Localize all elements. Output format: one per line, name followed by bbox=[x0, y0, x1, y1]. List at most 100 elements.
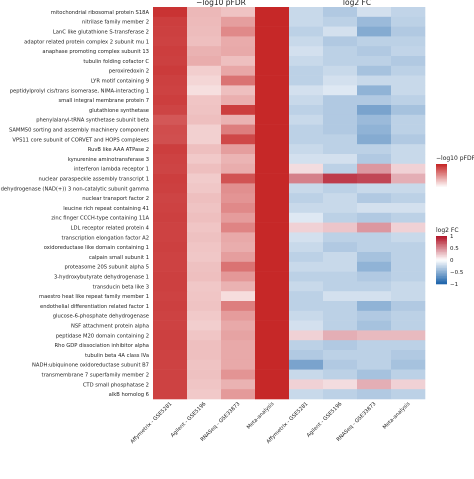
heatmap-cell bbox=[255, 65, 290, 76]
heatmap-cell bbox=[221, 291, 256, 302]
heatmap-cell bbox=[187, 173, 222, 184]
row-label: maestro heat like repeat family member 1 bbox=[39, 294, 149, 300]
heatmap-cell bbox=[357, 144, 392, 155]
heatmap-cell bbox=[289, 36, 324, 47]
heatmap-cell bbox=[255, 232, 290, 243]
heatmap-cell bbox=[289, 301, 324, 312]
heatmap-cell bbox=[391, 134, 426, 145]
heatmap-cell bbox=[357, 281, 392, 292]
heatmap-cell bbox=[391, 320, 426, 331]
heatmap-cell bbox=[391, 163, 426, 174]
heatmap-cell bbox=[357, 310, 392, 321]
heatmap-cell bbox=[153, 369, 188, 380]
legend-color-step bbox=[436, 280, 447, 283]
legend-color-step bbox=[436, 171, 447, 173]
heatmap-cell bbox=[357, 173, 392, 184]
row-label: Rho GDP dissociation inhibitor alpha bbox=[55, 343, 149, 349]
row-label: peptidylprolyl cis/trans isomerase, NIMA… bbox=[10, 88, 149, 94]
heatmap-cell bbox=[153, 144, 188, 155]
heatmap-cell bbox=[357, 114, 392, 125]
heatmap-cell bbox=[255, 16, 290, 27]
heatmap-cell bbox=[187, 291, 222, 302]
legend-color-step bbox=[436, 250, 447, 253]
heatmap-cell bbox=[323, 320, 358, 331]
heatmap-cell bbox=[289, 281, 324, 292]
heatmap-cell bbox=[323, 271, 358, 282]
row-label: VPS11 core subunit of CORVET and HOPS co… bbox=[12, 137, 149, 143]
heatmap-cell bbox=[221, 320, 256, 331]
heatmap-cell bbox=[153, 7, 188, 18]
heatmap-cell bbox=[153, 389, 188, 400]
heatmap-cell bbox=[221, 105, 256, 116]
heatmap-cell bbox=[187, 193, 222, 204]
heatmap-cell bbox=[221, 203, 256, 214]
heatmap-cell bbox=[187, 124, 222, 135]
heatmap-cell bbox=[391, 7, 426, 18]
heatmap-cell bbox=[391, 310, 426, 321]
heatmap-cell bbox=[391, 350, 426, 361]
legend-color-step bbox=[436, 279, 447, 282]
heatmap-cell bbox=[357, 124, 392, 135]
heatmap-cell bbox=[221, 252, 256, 263]
legend-color-step bbox=[436, 255, 447, 258]
heatmap-cell bbox=[323, 252, 358, 263]
column-label: RNASeq - GSE33873 bbox=[200, 401, 242, 443]
heatmap-cell bbox=[391, 46, 426, 57]
heatmap-cell bbox=[289, 261, 324, 272]
heatmap-cell bbox=[357, 163, 392, 174]
legend-color-step bbox=[436, 263, 447, 266]
heatmap-cell bbox=[255, 281, 290, 292]
heatmap-cell bbox=[289, 310, 324, 321]
panel-title: −log10 pFDR bbox=[196, 0, 246, 7]
heatmap-cell bbox=[221, 26, 256, 37]
row-label: phenylalanyl-tRNA synthetase subunit bet… bbox=[36, 118, 149, 124]
heatmap-cell bbox=[289, 330, 324, 341]
heatmap-cell bbox=[289, 85, 324, 96]
row-label: oxidoreductase like domain containing 1 bbox=[44, 245, 149, 251]
legend-color-step bbox=[436, 258, 447, 261]
row-label: glucose-6-phosphate dehydrogenase bbox=[53, 314, 149, 320]
heatmap-cell bbox=[289, 154, 324, 165]
heatmap-cell bbox=[255, 203, 290, 214]
heatmap-cell bbox=[255, 350, 290, 361]
heatmap-cell bbox=[221, 359, 256, 370]
heatmap-cell bbox=[187, 46, 222, 57]
heatmap-cell bbox=[323, 340, 358, 351]
legend-color-step bbox=[436, 237, 447, 240]
heatmap-cell bbox=[357, 154, 392, 165]
heatmap-cell bbox=[221, 46, 256, 57]
heatmap-cell bbox=[255, 242, 290, 253]
row-label: CTD small phosphatase 2 bbox=[83, 382, 149, 388]
heatmap-cell bbox=[323, 212, 358, 223]
legend-color-step bbox=[436, 165, 447, 167]
heatmap-cell bbox=[357, 291, 392, 302]
legend-color-step bbox=[436, 170, 447, 172]
heatmap-cell bbox=[323, 389, 358, 400]
heatmap-cell bbox=[187, 369, 222, 380]
heatmap-cell bbox=[153, 105, 188, 116]
heatmap-cell bbox=[323, 203, 358, 214]
heatmap-cell bbox=[153, 134, 188, 145]
row-label: proteasome 20S subunit alpha 5 bbox=[64, 265, 149, 271]
heatmap-cell bbox=[255, 114, 290, 125]
heatmap-cell bbox=[255, 291, 290, 302]
heatmap-cell bbox=[255, 301, 290, 312]
row-label: transducin beta like 3 bbox=[93, 284, 149, 290]
heatmap-cell bbox=[255, 154, 290, 165]
heatmap-cell bbox=[153, 350, 188, 361]
heatmap-cell bbox=[153, 320, 188, 331]
heatmap-cell bbox=[357, 261, 392, 272]
heatmap-cell bbox=[187, 281, 222, 292]
legend-color-step bbox=[436, 177, 447, 179]
heatmap-cell bbox=[323, 163, 358, 174]
heatmap-cell bbox=[255, 310, 290, 321]
heatmap-cell bbox=[153, 261, 188, 272]
heatmap-cell bbox=[255, 85, 290, 96]
heatmap-cell bbox=[391, 281, 426, 292]
heatmap-cell bbox=[187, 134, 222, 145]
legend-color-step bbox=[436, 256, 447, 259]
heatmap-cell bbox=[357, 85, 392, 96]
heatmap-cell bbox=[391, 95, 426, 106]
heatmap-cell bbox=[391, 183, 426, 194]
heatmap-cell bbox=[357, 320, 392, 331]
